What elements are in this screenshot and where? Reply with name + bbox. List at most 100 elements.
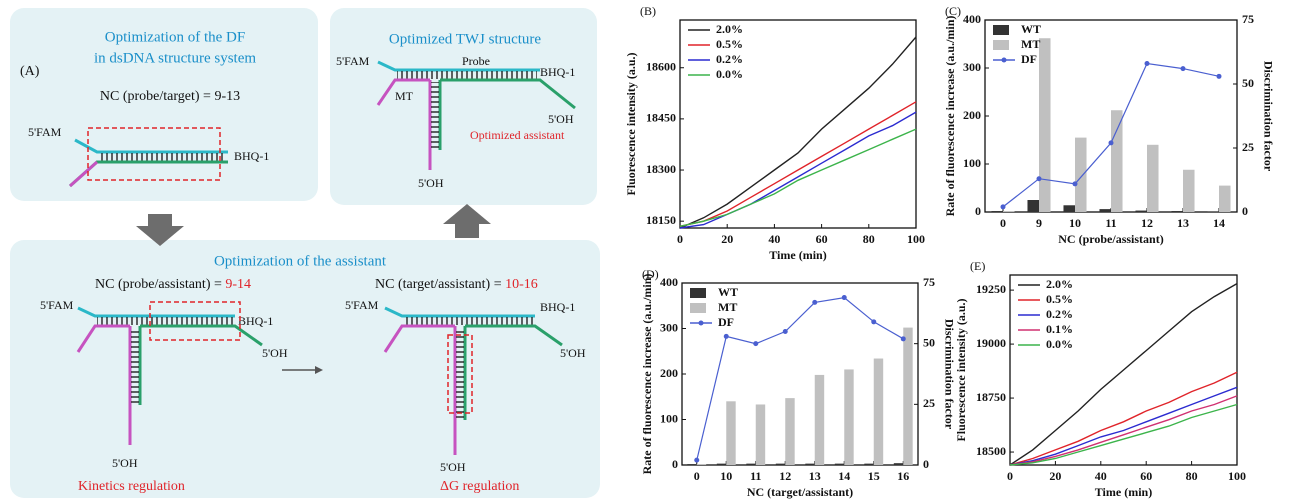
y2-tick-label: 50 [1242,76,1254,90]
point [1072,181,1078,187]
legend-label: 0.2% [716,52,743,66]
y2-tick-label: 0 [923,457,929,471]
y-axis-label: Fluorescence intensity (a.u.) [624,52,638,195]
y-tick-label: 100 [660,411,678,425]
strand-label: 5'FAM [40,298,74,312]
series-line [696,296,904,461]
y-axis-label: Fluorescence intensity (a.u.) [954,298,968,441]
x-tick-label: 10 [720,469,732,483]
legend-label: WT [718,285,738,299]
y-tick-label: 300 [963,60,981,74]
legend-label: DF [718,315,734,329]
strand-label: 5'FAM [336,54,370,68]
bar [1183,169,1195,212]
panel-label: (A) [20,64,40,79]
point [1036,176,1042,182]
point [812,299,818,305]
x-tick-label: 11 [750,469,761,483]
strand-label: BHQ-1 [238,314,273,328]
legend-label: 0.0% [1046,337,1073,351]
bar [1135,210,1147,212]
bar [844,369,854,465]
bar [1111,110,1123,212]
box-title: Optimization of the assistant [214,253,387,269]
legend-marker [698,320,704,326]
x-tick-label: 60 [1140,469,1152,483]
legend-label: WT [1021,22,1041,36]
series-line [1009,371,1238,466]
x-axis-label: Time (min) [769,248,826,262]
bar [1027,200,1039,212]
x-tick-label: 11 [1105,216,1116,230]
bar [785,398,795,465]
series-line [679,128,917,227]
y2-tick-label: 75 [1242,12,1254,26]
legend-label: 2.0% [1046,277,1073,291]
nc-label: NC (target/assistant) = 10-16 [375,277,538,292]
strand-label: 5'OH [262,346,288,360]
strand-label: BHQ-1 [234,149,269,163]
x-tick-label: 9 [1036,216,1042,230]
x-tick-label: 100 [1228,469,1246,483]
x-tick-label: 13 [1177,216,1189,230]
x-tick-label: 80 [1186,469,1198,483]
panel-label: (D) [642,267,659,281]
x-tick-label: 20 [721,232,733,246]
bar [1075,137,1087,212]
box [330,8,597,205]
bar [1171,211,1183,212]
legend-label: 0.0% [716,67,743,81]
y-tick-label: 100 [963,156,981,170]
box-title: Optimized TWJ structure [389,31,542,47]
y2-tick-label: 25 [1242,140,1254,154]
x-tick-label: 80 [863,232,875,246]
box [10,8,318,201]
legend-label: 2.0% [716,22,743,36]
x-tick-label: 14 [838,469,850,483]
y-tick-label: 19250 [976,282,1006,296]
legend-swatch [993,40,1009,50]
y2-axis-label: Discrimination factor [942,319,956,430]
bar [805,463,815,465]
legend-label: 0.5% [716,37,743,51]
y-tick-label: 400 [660,275,678,289]
legend-label: DF [1021,52,1037,66]
bar [1003,211,1015,212]
x-tick-label: 0 [1007,469,1013,483]
strand-label: 5'FAM [28,125,62,139]
strand-label: Probe [462,54,490,68]
bar [893,463,904,465]
plot-frame [679,19,917,229]
bar [755,404,766,465]
point [1216,73,1222,79]
series-line [1009,386,1238,466]
twj [376,60,576,170]
x-tick-label: 13 [809,469,821,483]
x-tick-label: 60 [816,232,828,246]
point [1000,204,1006,210]
point [782,329,788,335]
x-axis-label: NC (target/assistant) [747,485,853,499]
legend-swatch [690,303,706,313]
x-tick-label: 40 [1095,469,1107,483]
legend-label: 0.5% [1046,292,1073,306]
x-tick-label: 0 [694,469,700,483]
box [10,240,600,498]
y-tick-label: 19000 [976,336,1006,350]
point [694,457,700,463]
point [1144,61,1150,67]
y-axis-label: Rate of fluorescence increase (a.u./min) [943,16,957,217]
bar [864,463,874,465]
point [900,336,906,342]
x-tick-label: 12 [779,469,791,483]
bar [814,374,825,465]
y2-tick-label: 50 [923,335,935,349]
bar [1063,205,1075,212]
y-tick-label: 0 [672,457,678,471]
series-line [679,36,917,229]
x-tick-label: 10 [1069,216,1081,230]
bar [746,463,756,465]
strand-label: BHQ-1 [540,300,575,314]
y-axis-label: Rate of fluorescence increase (a.u./min) [640,274,654,475]
